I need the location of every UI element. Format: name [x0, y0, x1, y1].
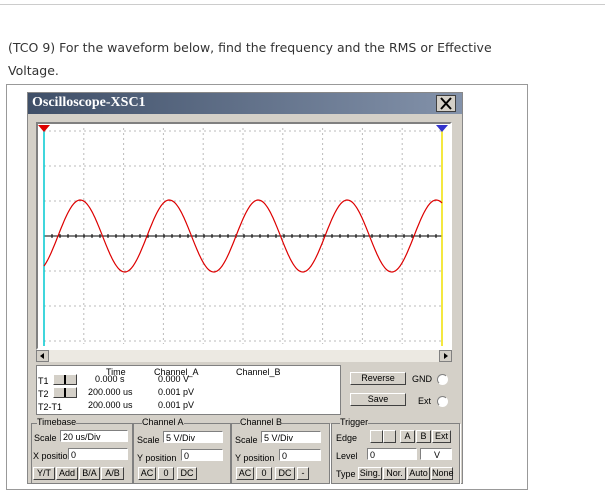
column-header: Channel_A: [154, 367, 199, 377]
waveform: [43, 199, 443, 273]
save-button[interactable]: Save: [350, 393, 406, 406]
mode-button[interactable]: Add: [56, 467, 78, 480]
channel-scale[interactable]: 5 V/Div: [163, 431, 223, 443]
channel-a-reading: 0.001 pV: [158, 400, 195, 410]
field-label: Y position: [235, 453, 275, 463]
close-button[interactable]: [436, 95, 456, 112]
reverse-button[interactable]: Reverse: [350, 372, 406, 385]
group-title: Channel A: [142, 417, 184, 428]
source-button[interactable]: Ext: [432, 430, 451, 443]
level-unit[interactable]: V: [420, 448, 452, 460]
cursor-2-marker: [436, 125, 448, 132]
type-button[interactable]: Auto: [407, 467, 430, 480]
scrollbar[interactable]: [36, 350, 452, 362]
time-reading: 200.000 us: [88, 400, 133, 410]
cursor-arrows[interactable]: [53, 374, 77, 385]
type-button[interactable]: None: [431, 467, 454, 480]
gnd-label: GND: [412, 374, 432, 384]
question-line: Voltage.: [8, 63, 59, 78]
source-button[interactable]: A: [400, 430, 415, 443]
cursor-arrows[interactable]: [53, 387, 77, 398]
trigger-group: [331, 423, 460, 484]
field-label: Scale: [137, 435, 160, 445]
column-header: Time: [106, 367, 126, 377]
channel-a-reading: 0.000 V: [158, 374, 190, 384]
coupling-button[interactable]: DC: [177, 467, 197, 480]
time-reading: 0.000 s: [95, 374, 125, 384]
field-label: Y position: [137, 453, 177, 463]
time-reading: 200.000 us: [88, 387, 133, 397]
channel-scale[interactable]: 5 V/Div: [261, 431, 321, 443]
radio[interactable]: [437, 396, 448, 407]
field-label: X position: [33, 451, 73, 461]
channel-a-reading: 0.001 pV: [158, 387, 195, 397]
ext-label: Ext: [418, 396, 432, 406]
type-button[interactable]: Nor.: [383, 467, 406, 480]
field-label: Scale: [235, 435, 258, 445]
coupling-button[interactable]: AC: [236, 467, 254, 480]
edge-button[interactable]: [383, 430, 396, 443]
field-label: Type: [336, 469, 356, 479]
image-frame: [6, 84, 528, 490]
source-button[interactable]: B: [416, 430, 431, 443]
window-title: Oscilloscope-XSC1: [32, 95, 146, 110]
y-position[interactable]: 0: [279, 449, 321, 461]
trigger-level[interactable]: 0: [367, 448, 417, 460]
mode-button[interactable]: B/A: [79, 467, 100, 480]
field-label: Scale: [34, 433, 57, 443]
top-rule: [0, 4, 605, 5]
type-button[interactable]: Sing.: [358, 467, 382, 480]
column-header: Channel_B: [236, 367, 281, 377]
x-position[interactable]: 0: [68, 448, 128, 460]
edge-button[interactable]: [370, 430, 383, 443]
cursor-label: T2-T1: [38, 402, 63, 412]
group-title: Timebase: [37, 417, 77, 428]
scope-screen: [38, 125, 448, 346]
cursor-1-marker: [38, 125, 50, 132]
coupling-button[interactable]: DC: [275, 467, 295, 480]
radio[interactable]: [437, 374, 448, 385]
timebase-scale[interactable]: 20 us/Div: [60, 430, 128, 442]
cursor-label: T1: [38, 376, 49, 386]
group-title: Channel B: [240, 417, 283, 428]
field-label: Level: [336, 451, 358, 461]
y-position[interactable]: 0: [181, 449, 223, 461]
coupling-button[interactable]: 0: [158, 467, 174, 480]
timebase-group: [31, 423, 133, 484]
coupling-button[interactable]: 0: [256, 467, 272, 480]
group-title: Trigger: [340, 417, 369, 428]
mode-button[interactable]: Y/T: [33, 467, 55, 480]
readout-box: [36, 365, 341, 415]
field-label: Edge: [336, 433, 358, 443]
title-bar: [28, 93, 462, 114]
cursor-label: T2: [38, 389, 49, 399]
coupling-button[interactable]: -: [297, 467, 309, 480]
coupling-button[interactable]: AC: [138, 467, 156, 480]
question-line: (TCO 9) For the waveform below, find the…: [8, 40, 492, 55]
mode-button[interactable]: A/B: [101, 467, 124, 480]
